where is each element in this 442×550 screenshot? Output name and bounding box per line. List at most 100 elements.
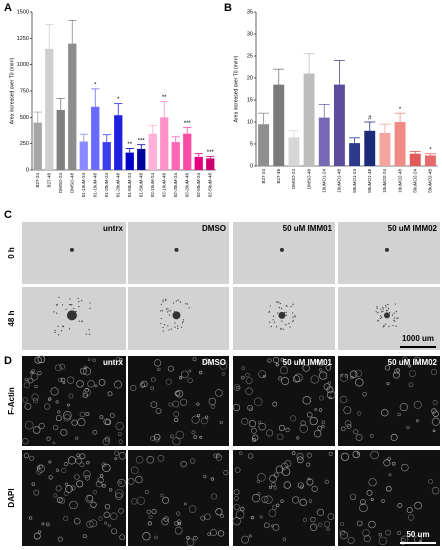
spheroid	[384, 247, 389, 252]
cell-spot	[258, 370, 266, 378]
cell-spot	[240, 506, 245, 512]
cell-spot	[61, 467, 67, 473]
x-tick-label: B27-24	[261, 169, 266, 184]
cell-spot	[387, 309, 389, 311]
cell-spot	[69, 298, 71, 300]
cell-spot	[313, 429, 322, 438]
x-tick-label: 01-10uM-24	[81, 173, 86, 198]
cell-spot	[248, 420, 256, 428]
cell-spot	[279, 302, 281, 305]
cell-spot	[168, 314, 171, 316]
cell-spot	[119, 534, 126, 541]
cell-spot	[234, 496, 239, 501]
cell-spot	[388, 325, 390, 328]
cell-spot	[175, 430, 184, 440]
cell-spot	[80, 367, 87, 375]
cell-spot	[402, 356, 408, 362]
cell-spot	[63, 411, 72, 420]
cell-spot	[385, 485, 392, 492]
cell-spot	[197, 414, 200, 418]
cell-spot	[385, 323, 387, 325]
cell-spot	[292, 319, 294, 321]
cell-spot	[76, 453, 80, 457]
cell-spot	[382, 308, 384, 310]
cell-spot	[191, 415, 200, 424]
cell-spot	[252, 434, 259, 441]
cell-spot	[324, 479, 329, 485]
y-tick-label: 15	[247, 97, 253, 103]
bar	[68, 43, 77, 170]
cell-spot	[268, 311, 270, 313]
cell-spot	[307, 477, 311, 481]
cell-spot	[153, 359, 162, 367]
cell-spot	[339, 395, 348, 404]
cell-spot	[380, 308, 382, 310]
cell-spot	[78, 301, 80, 303]
cell-spot	[168, 310, 170, 312]
cell-spot	[257, 473, 266, 482]
cell-spot	[381, 409, 389, 417]
cell-spot	[54, 329, 56, 332]
cell-spot	[139, 382, 145, 388]
cell-spot	[275, 363, 279, 367]
cell-spot	[223, 470, 229, 476]
cell-spot	[268, 509, 277, 517]
significance-label: *	[429, 147, 432, 153]
cell-spot	[271, 482, 276, 487]
cell-spot	[67, 456, 76, 465]
cell-spot	[176, 519, 182, 524]
cell-spot	[191, 430, 196, 435]
bar	[379, 133, 391, 166]
cell-spot	[397, 531, 402, 535]
cell-spot	[294, 316, 296, 318]
cell-spot	[62, 325, 64, 327]
cell-spot	[53, 311, 55, 313]
cell-spot	[107, 524, 111, 528]
cell-spot	[264, 495, 273, 504]
cell-spot	[394, 320, 396, 322]
cell-spot	[181, 326, 183, 328]
cell-spot	[200, 515, 206, 521]
cell-spot	[60, 428, 68, 436]
cell-spot	[300, 485, 304, 489]
cell-spot	[118, 452, 127, 460]
micrograph	[338, 287, 440, 350]
cell-spot	[269, 305, 271, 307]
cell-spot	[37, 464, 45, 473]
cell-spot	[46, 436, 51, 441]
cell-spot	[54, 331, 56, 333]
cell-spot	[58, 497, 66, 504]
cell-spot	[111, 528, 118, 535]
cell-spot	[199, 435, 203, 439]
cell-spot	[63, 515, 69, 521]
cell-spot	[318, 522, 323, 527]
cell-spot	[272, 401, 278, 407]
cell-spot	[370, 450, 379, 460]
cell-spot	[281, 462, 289, 470]
cell-spot	[196, 402, 200, 406]
y-axis-label: Area increased over T0 (mm²)	[233, 55, 239, 122]
cell-spot	[87, 380, 95, 388]
cell-spot	[86, 495, 94, 502]
cell-spot	[406, 507, 413, 514]
cell-spot	[339, 529, 346, 536]
cell-spot	[30, 373, 39, 381]
x-tick-label: 10uMO1-24	[321, 169, 326, 193]
cell-spot	[100, 474, 104, 478]
x-tick-label: 10uMO1-48	[337, 169, 342, 193]
spheroid	[66, 310, 77, 321]
cell-spot	[391, 314, 394, 316]
cell-spot	[357, 411, 362, 416]
column-label: 50 uM IMM01	[283, 358, 333, 367]
cell-spot	[259, 515, 263, 519]
cell-spot	[294, 373, 303, 383]
cell-spot	[325, 365, 332, 371]
cell-spot	[115, 421, 124, 431]
cell-spot	[118, 508, 124, 514]
cell-spot	[56, 312, 58, 314]
cell-spot	[71, 419, 78, 426]
cell-spot	[24, 377, 28, 382]
cell-spot	[353, 429, 359, 435]
panel-label: C	[4, 209, 12, 221]
micrograph	[233, 222, 335, 284]
